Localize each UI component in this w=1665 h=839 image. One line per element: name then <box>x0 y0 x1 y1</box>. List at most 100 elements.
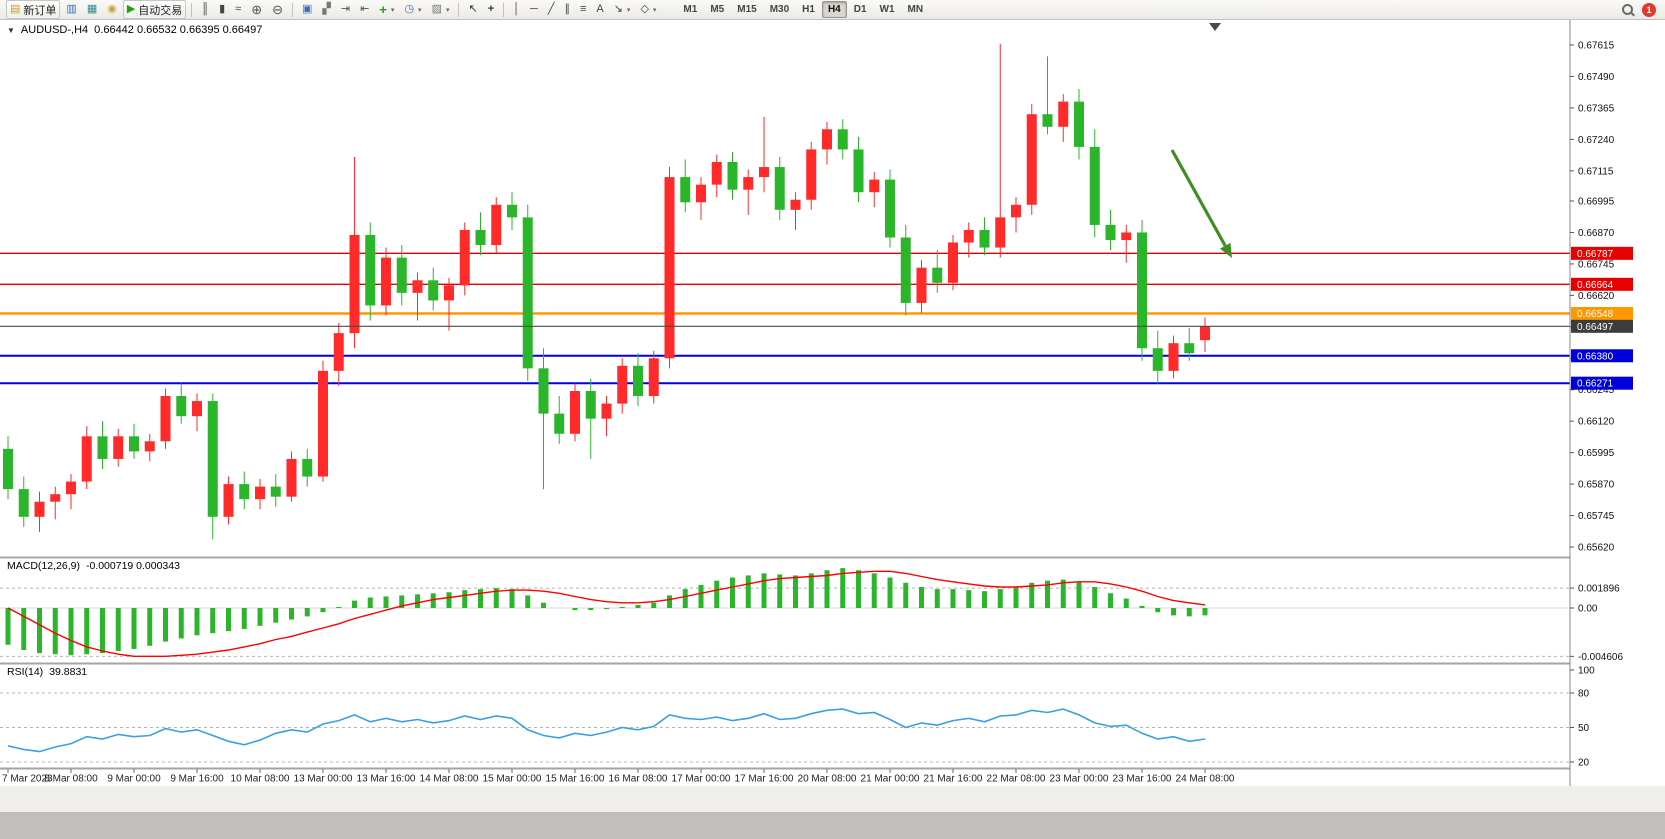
shapes-tool-icon: ◇ <box>640 3 649 15</box>
navigator-icon: ◉ <box>107 3 117 15</box>
rsi-axis-label: 100 <box>1578 666 1595 677</box>
dropdown-caret-icon: ▾ <box>626 6 631 14</box>
tile-windows-button[interactable]: ▣ <box>298 0 316 19</box>
fibonacci-icon: ≡ <box>579 3 587 15</box>
candle <box>538 368 549 414</box>
new-order-button[interactable]: ▤ 新订单 <box>6 0 61 19</box>
autotrade-button[interactable]: ▶ 自动交易 <box>122 0 187 19</box>
cascade-windows-button[interactable]: ▞ <box>318 0 334 19</box>
date-axis-label: 9 Mar 00:00 <box>107 774 161 785</box>
candle <box>270 486 281 497</box>
timeframe-button-m15[interactable]: M15 <box>737 4 757 15</box>
navigator-button[interactable]: ◉ <box>103 0 121 19</box>
rsi-axis-label: 20 <box>1578 758 1590 769</box>
cascade-windows-icon: ▞ <box>322 3 331 15</box>
candlestick-chart-button[interactable]: ▮ <box>215 0 229 19</box>
price-axis-label: 0.67490 <box>1578 72 1615 83</box>
crosshair-button[interactable]: + <box>484 0 498 19</box>
cursor-button[interactable]: ↖ <box>464 0 481 19</box>
candle <box>1058 101 1069 127</box>
trendline-tool-button[interactable]: ╱ <box>544 0 559 19</box>
price-axis-label: 0.66870 <box>1578 228 1615 239</box>
market-watch-button[interactable]: ▥ <box>62 0 80 19</box>
line-chart-button[interactable]: ≈ <box>231 0 245 19</box>
trend-arrow-annotation[interactable] <box>1170 149 1227 247</box>
date-axis-label: 17 Mar 00:00 <box>672 774 731 785</box>
price-axis-label: 0.67365 <box>1578 103 1615 114</box>
chart-shift-button[interactable]: ⇤ <box>356 0 373 19</box>
candle <box>869 179 880 193</box>
date-axis-label: 8 Mar 08:00 <box>44 774 98 785</box>
timeframe-button-mn[interactable]: MN <box>907 4 924 15</box>
auto-scroll-button[interactable]: ⇥ <box>337 0 354 19</box>
dropdown-caret-icon: ▾ <box>418 6 422 14</box>
toolbar-separator <box>292 2 294 17</box>
text-tool-button[interactable]: A <box>592 0 607 19</box>
market-watch-icon: ▥ <box>66 3 77 15</box>
candle <box>696 184 706 203</box>
new-order-icon: ▤ <box>10 3 21 15</box>
candle <box>475 229 486 246</box>
templates-button[interactable]: ▨ ▾ <box>428 0 454 19</box>
data-window-button[interactable]: ▦ <box>83 0 101 19</box>
search-button[interactable] <box>1617 0 1639 19</box>
indicators-button[interactable]: + ▾ <box>375 0 398 19</box>
macd-signal-line <box>7 570 1206 657</box>
timeframe-button-m30[interactable]: M30 <box>769 4 790 15</box>
periods-clock-icon: ◷ <box>404 3 415 15</box>
channel-tool-button[interactable]: ∥ <box>560 0 574 19</box>
timeframe-button-d1[interactable]: D1 <box>853 4 867 15</box>
date-axis-label: 21 Mar 16:00 <box>924 774 983 785</box>
bar-chart-button[interactable]: ║ <box>197 0 213 19</box>
candle <box>1168 343 1179 371</box>
fibonacci-tool-button[interactable]: ≡ <box>576 0 590 19</box>
timeframe-button-m1[interactable]: M1 <box>683 4 698 15</box>
candle <box>963 229 974 243</box>
candle <box>176 396 187 417</box>
ohlc-values: 0.66442 0.66532 0.66395 0.66497 <box>94 24 263 36</box>
date-axis-label: 23 Mar 16:00 <box>1113 774 1172 785</box>
candle <box>900 237 911 303</box>
macd-axis-label: -0.004606 <box>1578 652 1623 663</box>
symbol-collapse-icon[interactable]: ▼ <box>7 26 15 35</box>
candle <box>617 365 628 404</box>
trendline-icon: ╱ <box>547 3 555 15</box>
timeframe-button-h1[interactable]: H1 <box>802 4 815 15</box>
candle <box>1026 114 1037 205</box>
timeframe-button-w1[interactable]: W1 <box>879 4 895 15</box>
zoom-out-button[interactable]: ⊖ <box>268 0 287 19</box>
date-axis-label: 13 Mar 16:00 <box>357 774 416 785</box>
periods-button[interactable]: ◷ ▾ <box>400 0 425 19</box>
chart-shift-marker-icon[interactable] <box>1209 23 1221 31</box>
horizontal-line-tool-button[interactable]: ─ <box>526 0 542 19</box>
toolbar-separator <box>191 2 193 17</box>
timeframe-button-h4[interactable]: H4 <box>821 1 847 18</box>
price-level-badge-value: 0.66664 <box>1577 280 1614 291</box>
candle <box>459 229 470 286</box>
price-scale[interactable] <box>1570 20 1665 786</box>
price-axis-label: 0.67240 <box>1578 135 1615 146</box>
price-level-badge <box>1571 306 1633 320</box>
date-axis-label: 16 Mar 08:00 <box>609 774 668 785</box>
candle <box>1121 232 1132 241</box>
timeframe-button-m5[interactable]: M5 <box>710 4 725 15</box>
shapes-tool-button[interactable]: ◇ ▾ <box>636 0 660 19</box>
new-order-label: 新订单 <box>23 4 57 17</box>
price-axis-label: 0.66745 <box>1578 259 1615 270</box>
candle <box>1074 101 1084 147</box>
data-window-icon: ▦ <box>86 3 98 15</box>
macd-axis-label: 0.001896 <box>1578 584 1620 595</box>
rsi-axis-label: 80 <box>1578 689 1590 700</box>
tile-windows-icon: ▣ <box>302 3 313 15</box>
zoom-in-button[interactable]: ⊕ <box>247 0 266 19</box>
vertical-line-tool-button[interactable]: │ <box>509 0 524 19</box>
candle <box>1137 232 1147 349</box>
candle <box>554 413 565 434</box>
arrows-tool-button[interactable]: ↘ ▾ <box>610 0 635 19</box>
chart-title: ▼ AUDUSD-,H4 0.66442 0.66532 0.66395 0.6… <box>7 24 262 36</box>
indicators-icon: + <box>379 2 387 17</box>
price-level-badge-value: 0.66271 <box>1577 379 1614 390</box>
horizontal-line-icon: ─ <box>530 3 538 15</box>
notification-badge[interactable]: 1 <box>1642 2 1656 17</box>
